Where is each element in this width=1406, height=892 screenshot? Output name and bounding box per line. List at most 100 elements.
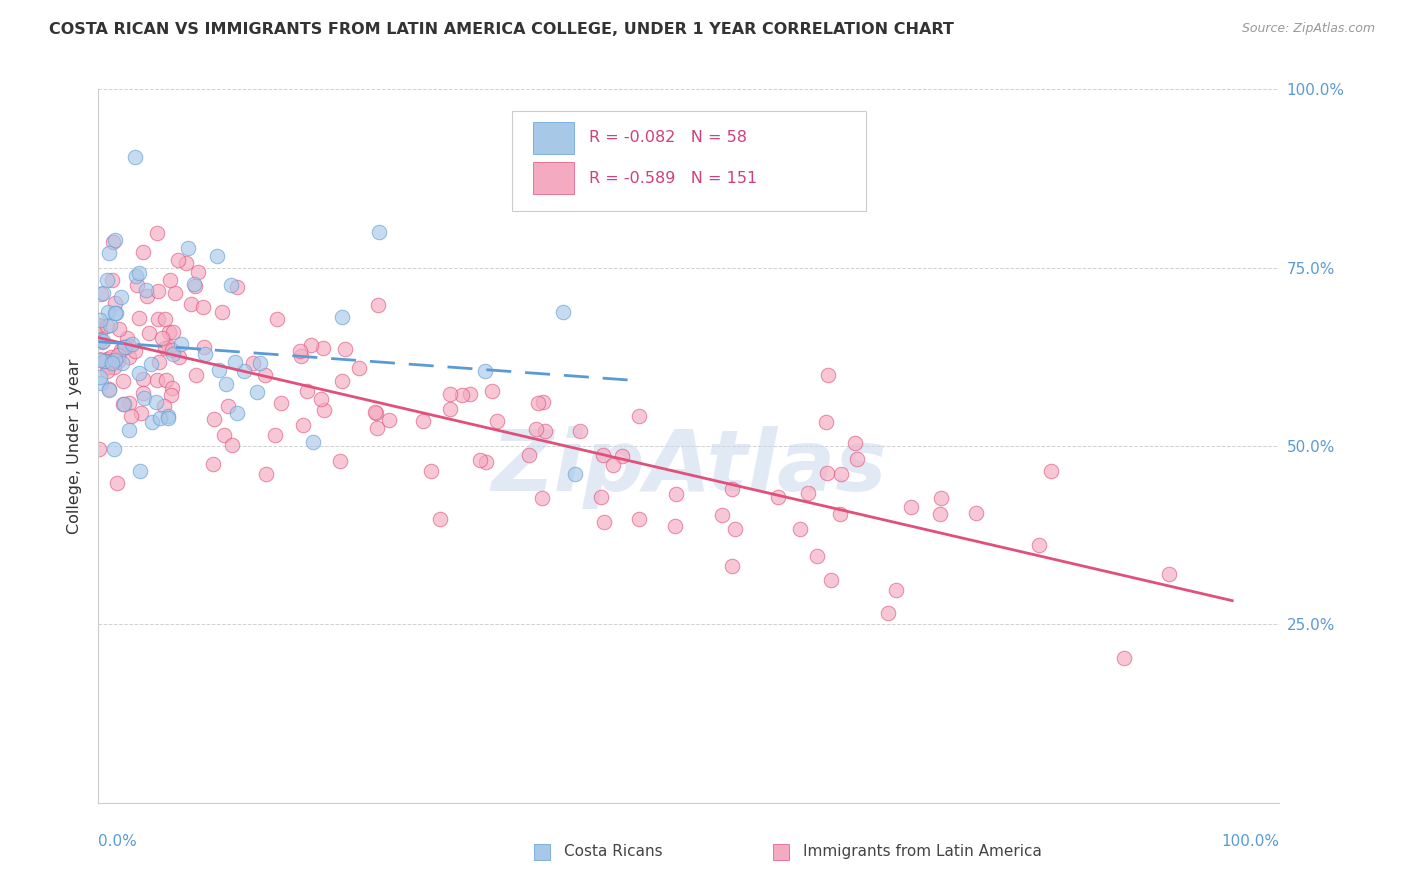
Point bbox=[152, 399, 174, 413]
Point bbox=[628, 512, 651, 526]
Point bbox=[110, 343, 132, 357]
Point bbox=[112, 341, 135, 355]
Point bbox=[299, 338, 322, 352]
Point bbox=[439, 401, 461, 416]
Point bbox=[830, 467, 852, 481]
Point bbox=[97, 245, 120, 260]
Point bbox=[146, 373, 169, 387]
Point bbox=[242, 356, 264, 370]
Point bbox=[174, 256, 197, 270]
Point bbox=[89, 313, 111, 327]
Point bbox=[163, 286, 186, 301]
Point bbox=[160, 343, 183, 357]
Text: R = -0.082   N = 58: R = -0.082 N = 58 bbox=[589, 130, 747, 145]
Point bbox=[155, 341, 177, 355]
Point bbox=[291, 417, 314, 432]
Point bbox=[132, 386, 155, 401]
Point bbox=[254, 467, 277, 481]
Point bbox=[815, 467, 838, 481]
Text: ZipAtlas: ZipAtlas bbox=[491, 425, 887, 509]
Point bbox=[128, 366, 150, 380]
Point bbox=[157, 410, 180, 425]
Point bbox=[131, 406, 153, 420]
Point bbox=[135, 283, 157, 297]
Point bbox=[160, 387, 183, 401]
Point bbox=[148, 355, 170, 369]
Point bbox=[332, 310, 354, 324]
Point bbox=[270, 396, 292, 410]
Point bbox=[105, 475, 128, 490]
Point bbox=[817, 368, 839, 383]
Point bbox=[789, 522, 811, 536]
Point bbox=[157, 325, 180, 339]
Point bbox=[1157, 566, 1180, 581]
Point bbox=[205, 249, 228, 263]
Point bbox=[187, 265, 209, 279]
Point bbox=[797, 485, 820, 500]
Point bbox=[288, 343, 311, 358]
Point bbox=[162, 346, 184, 360]
Point bbox=[564, 467, 586, 482]
Point bbox=[118, 339, 141, 353]
Point bbox=[768, 490, 790, 504]
Point bbox=[301, 435, 323, 450]
Point bbox=[112, 397, 135, 411]
Point bbox=[186, 368, 208, 382]
Point bbox=[90, 376, 112, 390]
Point bbox=[89, 334, 111, 348]
Point bbox=[253, 368, 276, 383]
Point bbox=[159, 273, 181, 287]
Point bbox=[96, 319, 118, 334]
Point bbox=[806, 549, 828, 563]
Point bbox=[132, 372, 155, 386]
Point bbox=[201, 457, 224, 471]
Point bbox=[180, 297, 202, 311]
Point bbox=[534, 425, 557, 439]
Point bbox=[329, 454, 352, 468]
Point bbox=[711, 508, 734, 522]
Point bbox=[184, 279, 207, 293]
Point bbox=[193, 340, 215, 354]
Point bbox=[208, 363, 231, 377]
Point bbox=[97, 304, 120, 318]
Point bbox=[107, 322, 129, 336]
Point bbox=[150, 331, 173, 345]
Point bbox=[965, 507, 987, 521]
Point bbox=[96, 273, 118, 287]
Point bbox=[820, 573, 842, 587]
Point bbox=[815, 415, 838, 429]
Point bbox=[96, 364, 118, 378]
Point bbox=[333, 343, 356, 357]
Point bbox=[131, 245, 153, 260]
Point bbox=[215, 377, 238, 392]
Point bbox=[474, 364, 496, 378]
Y-axis label: College, Under 1 year: College, Under 1 year bbox=[67, 359, 83, 533]
Point bbox=[364, 405, 387, 419]
Point bbox=[139, 357, 162, 371]
Point bbox=[136, 289, 159, 303]
Point bbox=[233, 364, 256, 378]
Point bbox=[830, 507, 852, 521]
Point bbox=[98, 382, 121, 396]
Point bbox=[100, 354, 122, 368]
Point bbox=[90, 335, 112, 350]
Point bbox=[167, 253, 190, 268]
Point bbox=[159, 340, 181, 354]
Point bbox=[628, 409, 651, 424]
Point bbox=[91, 286, 114, 301]
Point bbox=[94, 354, 117, 368]
Point bbox=[226, 280, 249, 294]
Point bbox=[87, 352, 110, 367]
Point bbox=[89, 318, 111, 333]
Text: COSTA RICAN VS IMMIGRANTS FROM LATIN AMERICA COLLEGE, UNDER 1 YEAR CORRELATION C: COSTA RICAN VS IMMIGRANTS FROM LATIN AME… bbox=[49, 22, 955, 37]
Point bbox=[224, 355, 246, 369]
Point bbox=[211, 305, 233, 319]
Point bbox=[602, 458, 624, 472]
Point bbox=[91, 334, 114, 348]
Point bbox=[724, 522, 747, 536]
Point bbox=[1114, 651, 1136, 665]
Point bbox=[89, 370, 111, 384]
Point bbox=[183, 277, 205, 291]
Point bbox=[844, 435, 866, 450]
Point bbox=[664, 519, 686, 533]
